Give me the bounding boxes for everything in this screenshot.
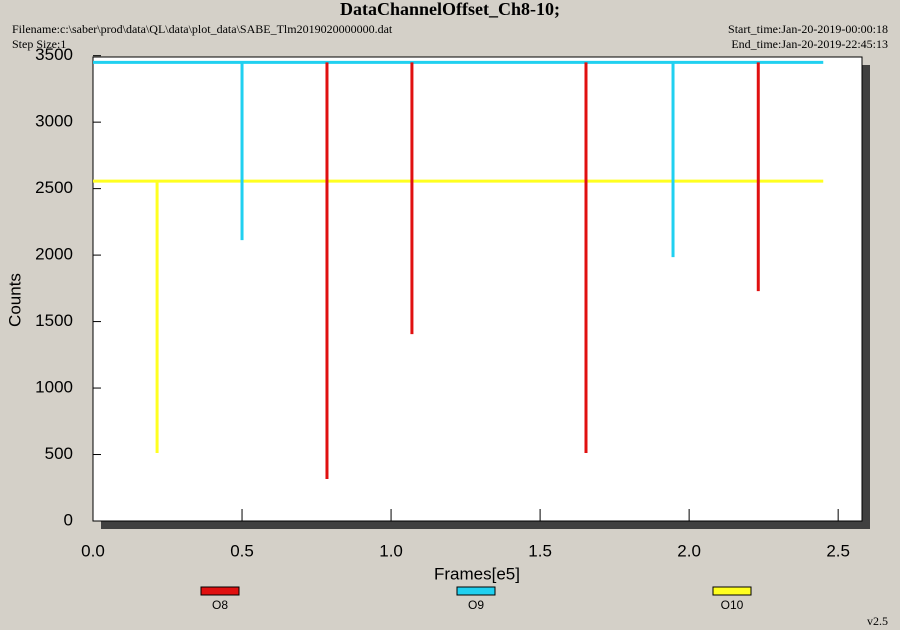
y-tick-label: 1000 [35,378,73,397]
x-tick-label: 1.0 [379,541,403,560]
legend-swatch [712,586,752,596]
version: v2.5 [867,614,888,628]
start-time: Start_time:Jan-20-2019-00:00:18 [728,22,888,36]
y-tick-label: 3500 [35,45,73,64]
y-tick-label: 1500 [35,311,73,330]
legend-label: O8 [212,598,228,612]
y-tick-label: 3000 [35,112,73,131]
y-tick-label: 2500 [35,178,73,197]
step-size: Step Size:1 [12,37,66,51]
x-tick-label: 2.5 [826,541,850,560]
series-line [93,179,824,454]
x-tick-label: 0.0 [81,541,105,560]
end-time: End_time:Jan-20-2019-22:45:13 [731,37,888,51]
plot-area [92,56,863,522]
y-tick-label: 500 [45,444,73,463]
legend-swatch [200,586,240,596]
y-axis-label: Counts [5,273,24,327]
x-tick-label: 0.5 [230,541,254,560]
series-line [93,60,824,258]
y-tick-label: 2000 [35,245,73,264]
chart-title: DataChannelOffset_Ch8-10; [340,0,560,19]
x-tick-label: 1.5 [528,541,552,560]
filename: Filename:c:\saber\prod\data\QL\data\plot… [12,22,393,36]
y-tick-label: 0 [64,510,73,529]
x-tick-label: 2.0 [677,541,701,560]
series-line [325,62,760,479]
legend-label: O9 [468,598,484,612]
legend-label: O10 [721,598,744,612]
x-axis-label: Frames[e5] [434,564,520,583]
legend-swatch [456,586,496,596]
